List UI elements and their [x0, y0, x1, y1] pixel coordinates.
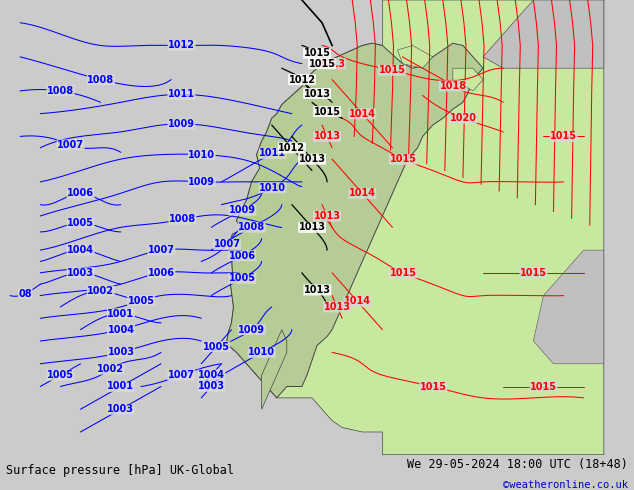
Text: 1004: 1004 [198, 370, 225, 380]
Polygon shape [533, 250, 604, 364]
Text: 1005: 1005 [203, 342, 230, 352]
Text: 1008: 1008 [238, 222, 265, 232]
Text: 1003: 1003 [107, 404, 134, 414]
Text: We 29-05-2024 18:00 UTC (18+48): We 29-05-2024 18:00 UTC (18+48) [407, 458, 628, 471]
Text: 1013: 1013 [314, 131, 340, 142]
Text: 1013: 1013 [319, 59, 346, 69]
Text: 1013: 1013 [304, 285, 331, 295]
Text: 1006: 1006 [229, 251, 256, 261]
Text: 1003: 1003 [108, 347, 134, 357]
Polygon shape [453, 68, 483, 91]
Text: 1009: 1009 [188, 177, 215, 187]
Text: 1007: 1007 [214, 239, 241, 249]
Text: 1014: 1014 [349, 109, 376, 119]
Text: 1006: 1006 [148, 268, 175, 278]
Text: 1001: 1001 [107, 309, 134, 319]
Text: 1008: 1008 [47, 86, 74, 96]
Text: 1018: 1018 [439, 81, 467, 91]
Text: 1015: 1015 [309, 59, 335, 69]
Text: 1015: 1015 [530, 382, 557, 392]
Text: 1013: 1013 [304, 89, 330, 98]
Polygon shape [483, 0, 604, 68]
Text: 1012: 1012 [278, 143, 306, 153]
Text: 1015: 1015 [314, 106, 340, 117]
Polygon shape [226, 43, 483, 398]
Text: 1005: 1005 [229, 273, 256, 283]
Text: 1001: 1001 [107, 381, 134, 392]
Text: 1011: 1011 [168, 90, 195, 99]
Text: 1002: 1002 [98, 364, 124, 374]
Text: 1010: 1010 [259, 183, 286, 193]
Text: 1015: 1015 [420, 382, 447, 392]
Text: ©weatheronline.co.uk: ©weatheronline.co.uk [503, 480, 628, 490]
Text: 1015: 1015 [520, 268, 547, 278]
Text: 08: 08 [18, 289, 32, 299]
Text: 1003: 1003 [198, 382, 225, 392]
Text: 1013: 1013 [299, 222, 325, 232]
Text: 1015: 1015 [389, 268, 417, 278]
Text: 1013: 1013 [299, 154, 325, 164]
Text: 1015: 1015 [304, 49, 330, 58]
Text: 1020: 1020 [450, 113, 477, 123]
Text: 1005: 1005 [67, 218, 94, 228]
Text: 1013: 1013 [323, 302, 351, 312]
Polygon shape [226, 0, 604, 455]
Text: 1013: 1013 [314, 211, 340, 221]
Text: 1010: 1010 [249, 347, 275, 357]
Text: 1014: 1014 [344, 296, 371, 306]
Text: 1002: 1002 [87, 286, 114, 296]
Text: 1007: 1007 [168, 370, 195, 380]
Text: 1008: 1008 [87, 74, 115, 85]
Polygon shape [262, 330, 287, 409]
Text: Surface pressure [hPa] UK-Global: Surface pressure [hPa] UK-Global [6, 464, 235, 477]
Text: 1007: 1007 [57, 140, 84, 150]
Text: 1009: 1009 [229, 205, 256, 215]
Text: 1012: 1012 [168, 41, 195, 50]
Text: 1009: 1009 [168, 119, 195, 129]
Text: 1006: 1006 [67, 188, 94, 198]
Text: 1015: 1015 [550, 131, 577, 142]
Text: 1009: 1009 [238, 324, 265, 335]
Polygon shape [226, 43, 428, 398]
Polygon shape [398, 46, 433, 68]
Text: 1007: 1007 [148, 245, 175, 255]
Text: 1014: 1014 [349, 188, 376, 198]
Text: 1005: 1005 [47, 370, 74, 380]
Text: 1004: 1004 [108, 324, 134, 335]
Text: 1004: 1004 [67, 245, 94, 255]
Text: 1010: 1010 [188, 149, 216, 160]
Text: 1015: 1015 [389, 154, 417, 164]
Text: 1015: 1015 [378, 65, 406, 75]
Text: 1012: 1012 [288, 74, 316, 85]
Text: 1008: 1008 [169, 214, 196, 224]
Text: 1003: 1003 [67, 268, 94, 278]
Text: 1005: 1005 [127, 295, 155, 306]
Text: 1011: 1011 [259, 148, 286, 158]
